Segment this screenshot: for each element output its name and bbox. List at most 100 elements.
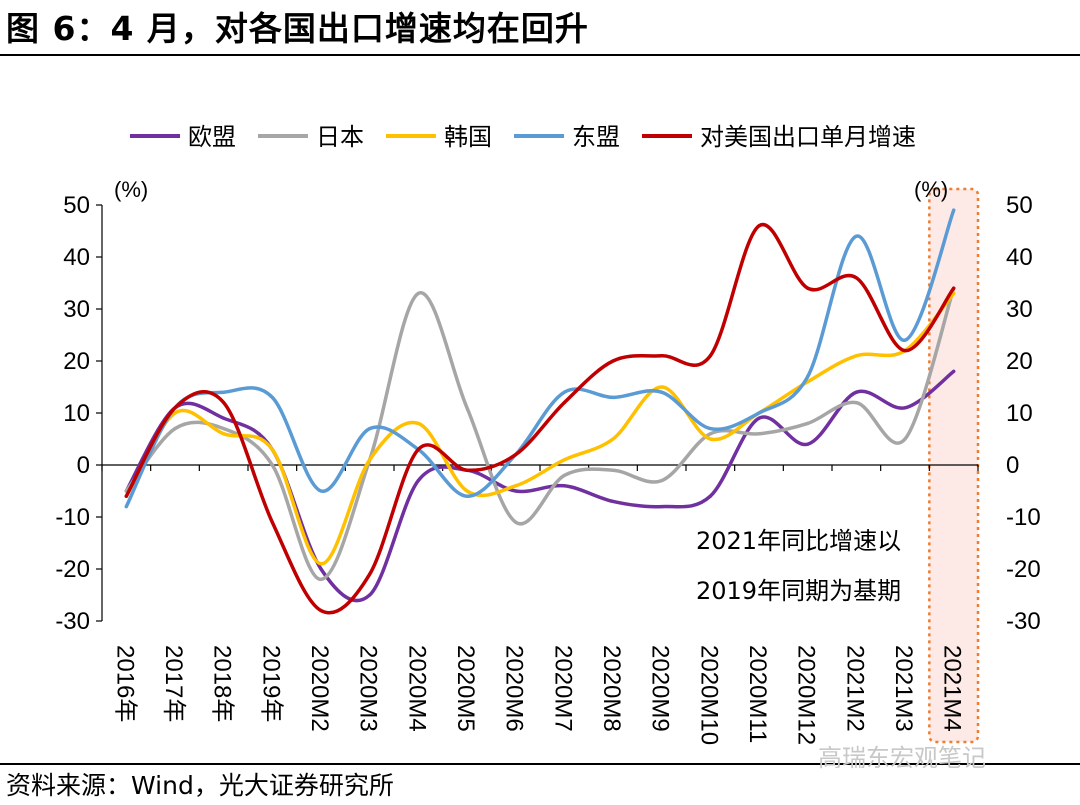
top-rule [0,54,1080,56]
y-tick-label-left: 50 [63,192,90,219]
data-point [708,432,712,436]
y-tick-label-left: 0 [77,452,90,479]
data-point [465,489,469,493]
y-tick-label-left: 30 [63,296,90,323]
data-point [173,427,177,431]
data-point [124,494,128,498]
y-tick-label-right: -10 [1006,504,1041,531]
data-point [806,442,810,446]
x-tick-label: 2020M12 [793,645,820,745]
data-point [319,577,323,582]
y-unit-right: (%) [914,177,948,202]
x-tick-label: 2020M11 [744,645,771,743]
data-point [854,354,858,358]
data-point [708,427,712,431]
x-tick-label: 2021M2 [841,645,868,732]
figure-title: 图 6：4 月，对各国出口增速均在回升 [6,9,589,48]
data-point [562,473,566,477]
data-point [854,390,858,394]
data-point [270,463,274,467]
legend-item: 东盟 [514,123,620,151]
y-tick-label-left: -30 [55,608,90,635]
data-point [465,406,469,410]
data-point [124,505,128,509]
x-tick-label: 2020M6 [501,645,528,732]
data-point [270,447,274,451]
data-point [368,572,372,576]
data-point [611,499,615,503]
x-tick-label: 2020M7 [549,645,576,732]
data-point [708,437,712,441]
watermark: 高瑞东宏观笔记 [818,744,986,772]
data-point [319,567,323,571]
y-tick-label-right: -30 [1006,608,1041,635]
data-point [416,291,420,295]
legend: 欧盟 日本 韩国 东盟 对美国出口单月增速 [130,123,916,151]
data-point [222,416,226,420]
data-point [757,224,761,228]
annotation-line: 2019年同期为基期 [696,577,901,605]
data-point [514,484,518,488]
data-point [757,411,761,415]
legend-item: 欧盟 [130,123,236,151]
data-point [562,458,566,462]
data-point [222,427,226,431]
y-unit-left: (%) [114,177,148,202]
data-point [903,349,907,353]
data-point [903,406,907,410]
data-point [368,458,372,462]
x-tick-label: 2020M8 [598,645,625,732]
data-point [660,479,664,483]
legend-item: 日本 [258,123,364,151]
data-point [806,286,810,290]
data-point [368,427,372,431]
data-point [708,354,712,358]
x-tick-label: 2021M3 [890,645,917,732]
legend-item: 韩国 [386,123,492,151]
data-point [660,390,664,394]
data-point [757,416,761,420]
x-tick-label: 2020M10 [695,645,722,745]
data-point [806,421,810,425]
data-point [854,234,858,238]
data-point [222,432,226,436]
data-point [270,395,274,399]
legend-label: 日本 [316,123,364,151]
y-tick-label-right: 0 [1006,452,1019,479]
legend-label: 对美国出口单月增速 [700,123,916,151]
data-point [903,338,907,342]
y-tick-label-left: 10 [63,400,90,427]
data-point [611,359,615,363]
data-point [173,411,177,415]
data-point [465,468,469,472]
legend-label: 韩国 [444,123,492,151]
annotation-line: 2021年同比增速以 [696,527,901,555]
data-point [660,505,664,509]
data-point [660,385,664,389]
bottom-rule [0,763,1080,765]
data-point [903,437,907,441]
data-point [173,406,177,410]
data-point [465,494,469,498]
x-tick-label: 2021M4 [939,645,966,732]
legend-label: 东盟 [572,123,620,151]
y-tick-label-right: 30 [1006,296,1033,323]
data-point [514,520,518,524]
series-line-1 [124,369,956,603]
series-layer [124,208,956,615]
data-point [708,494,712,498]
x-tick-label: 2020M2 [306,645,333,732]
y-tick-label-left: 20 [63,348,90,375]
data-point [514,489,518,493]
series-line-2 [124,286,956,582]
data-point [611,468,615,472]
data-point [319,489,323,493]
data-point [562,390,566,394]
x-tick-label: 2020M9 [647,645,674,732]
x-tick-label: 2018年 [209,645,236,722]
data-point [562,401,566,405]
y-tick-label-right: 10 [1006,400,1033,427]
data-point [270,520,274,524]
x-tick-label: 2016年 [111,645,138,722]
data-point [952,208,956,212]
